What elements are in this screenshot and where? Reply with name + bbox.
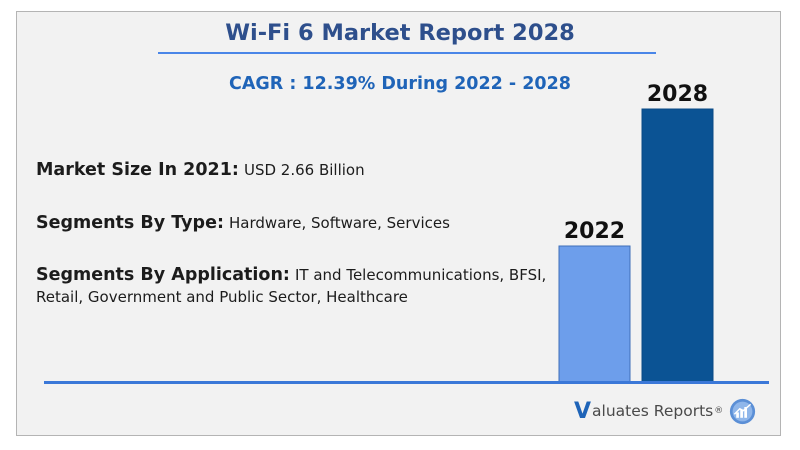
- cagr-subtitle: CAGR : 12.39% During 2022 - 2028: [229, 74, 571, 94]
- bar-2028: [641, 108, 714, 384]
- bar-2022: [558, 245, 631, 384]
- segments-type-line: Segments By Type: Hardware, Software, Se…: [36, 213, 450, 233]
- segments-application-label: Segments By Application:: [36, 265, 290, 285]
- logo-letter: V: [574, 398, 592, 424]
- segments-type-label: Segments By Type:: [36, 213, 224, 233]
- valuates-logo: V aluates Reports ®: [574, 396, 756, 426]
- bar-label-2028: 2028: [647, 82, 708, 107]
- logo-text: aluates Reports: [592, 402, 714, 420]
- report-title: Wi-Fi 6 Market Report 2028: [225, 20, 575, 46]
- market-size-value: USD 2.66 Billion: [243, 161, 365, 179]
- segments-type-value: Hardware, Software, Services: [229, 214, 450, 232]
- market-size-label: Market Size In 2021:: [36, 160, 239, 180]
- bar-label-2022: 2022: [564, 219, 625, 244]
- title-underline: [158, 52, 656, 54]
- segments-application-value: IT and Telecommunications, BFSI, Retail,…: [36, 266, 547, 306]
- registered-mark: ®: [714, 406, 724, 416]
- baseline-rule: [44, 381, 769, 384]
- market-size-line: Market Size In 2021: USD 2.66 Billion: [36, 160, 365, 180]
- bar-chart-circle-icon: [730, 398, 756, 424]
- segments-application-line: Segments By Application: IT and Telecomm…: [36, 264, 556, 308]
